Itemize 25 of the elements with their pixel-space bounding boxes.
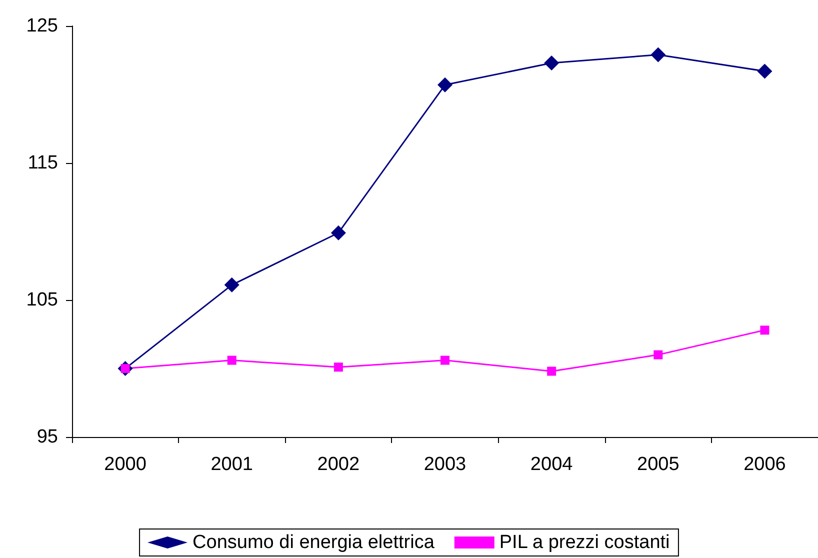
point <box>760 326 770 335</box>
legend-label: Consumo di energia elettrica <box>192 532 435 553</box>
y-tick-label: 95 <box>36 426 58 448</box>
x-tick-label: 2000 <box>104 454 146 475</box>
y-tick-label: 115 <box>28 152 58 174</box>
legend-label: PIL a prezzi costanti <box>499 532 670 553</box>
y-tick-label: 105 <box>26 290 58 310</box>
x-tick-label: 2003 <box>424 454 466 475</box>
point <box>757 64 772 79</box>
point <box>438 77 452 92</box>
point <box>650 47 666 62</box>
point <box>544 55 560 70</box>
point <box>334 362 343 372</box>
point <box>227 356 236 365</box>
x-tick-label: 2002 <box>317 454 360 475</box>
point <box>654 350 663 360</box>
x-tick-label: 2005 <box>637 454 680 475</box>
point <box>547 366 556 376</box>
x-tick-label: 2001 <box>210 454 253 475</box>
x-tick-label: 2004 <box>530 454 574 475</box>
point <box>330 225 346 240</box>
x-tick-label: 2006 <box>744 454 786 475</box>
y-tick-label: 125 <box>26 16 58 36</box>
point <box>224 277 240 292</box>
point <box>440 356 450 365</box>
